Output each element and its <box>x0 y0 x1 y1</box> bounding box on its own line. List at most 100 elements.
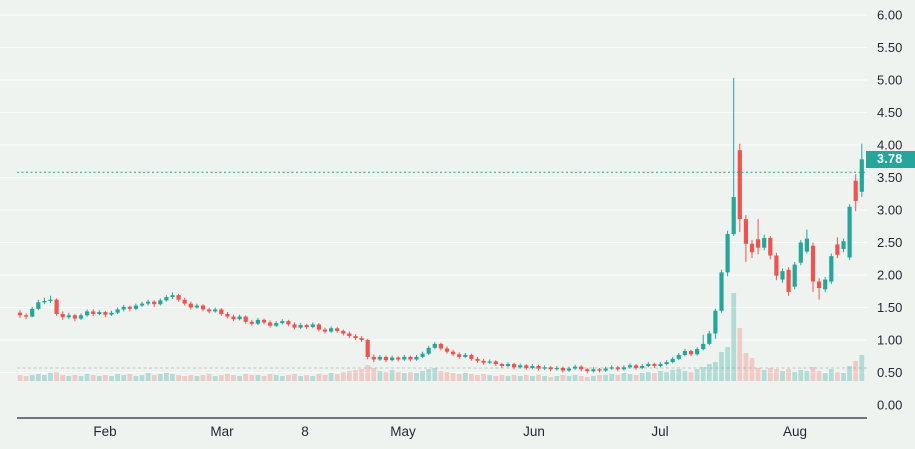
volume-bar <box>700 367 706 381</box>
candle-body <box>646 364 651 366</box>
volume-bar <box>206 374 212 381</box>
volume-bar <box>29 375 35 381</box>
volume-bar <box>60 375 66 381</box>
volume-bar <box>286 375 291 381</box>
volume-bar <box>420 371 425 381</box>
volume-bar <box>48 373 53 381</box>
candle-body <box>829 256 834 282</box>
grid-lines <box>0 14 867 373</box>
volume-bar <box>560 375 566 381</box>
volume-bar <box>554 376 560 381</box>
time-tick-label: Feb <box>93 424 116 439</box>
candle-body <box>36 302 41 309</box>
candle-body <box>823 279 828 290</box>
volume-bar <box>84 374 90 381</box>
volume-bar <box>231 375 236 381</box>
candle-body <box>542 367 547 369</box>
volume-bar <box>621 373 627 381</box>
candle-body <box>42 301 47 303</box>
candle-body <box>585 369 590 372</box>
candle-body <box>438 343 443 349</box>
candle-body <box>353 336 358 339</box>
candle-body <box>475 358 480 361</box>
volume-bar <box>340 372 346 381</box>
volume-bar <box>170 374 175 381</box>
candle-body <box>786 269 791 292</box>
volume-bar <box>584 377 590 381</box>
time-tick-label: Jul <box>651 424 668 439</box>
volume-bar <box>566 376 572 381</box>
volume-bar <box>737 328 743 381</box>
volume-bar <box>719 352 724 381</box>
volume-bar <box>652 373 657 381</box>
candle-body <box>164 297 169 301</box>
price-tick-label: 3.50 <box>877 170 902 185</box>
volume-bar <box>249 375 255 381</box>
candle-body <box>200 305 206 310</box>
volume-bar <box>42 375 47 381</box>
candle-body <box>664 362 669 365</box>
current-price-badge: 3.78 <box>866 151 915 168</box>
volume-bar <box>475 375 480 381</box>
candle-body <box>365 340 370 357</box>
candle-body <box>304 325 309 327</box>
volume-bar <box>35 374 41 381</box>
volume-bar <box>523 375 529 381</box>
candle-body <box>573 366 578 369</box>
candle-body <box>371 356 376 360</box>
candle-body <box>359 338 364 340</box>
volume-bar <box>444 372 450 381</box>
volume-bar <box>786 369 791 381</box>
volume-bar <box>706 364 712 381</box>
candle-body <box>408 356 413 360</box>
volume-bar <box>676 369 682 381</box>
candle-body <box>853 180 858 201</box>
candle-body <box>603 368 608 371</box>
volume-bar <box>304 375 310 381</box>
candle-body <box>139 303 145 306</box>
price-tick-label: 2.00 <box>877 268 902 283</box>
volume-bar <box>279 376 285 381</box>
volume-bar <box>713 362 718 381</box>
volume-bar <box>462 373 468 381</box>
time-tick-label: Aug <box>783 424 807 439</box>
candle-body <box>463 354 468 357</box>
volume-bar <box>591 376 596 381</box>
candle-body <box>310 324 315 327</box>
candle-body <box>505 364 511 366</box>
volume-bar <box>200 375 206 381</box>
candle-body <box>292 324 297 328</box>
candle-body <box>286 321 291 325</box>
candle-body <box>207 309 212 312</box>
volume-bar <box>261 376 267 381</box>
candle-body <box>804 238 809 252</box>
volume-bar <box>145 373 151 381</box>
candle-body <box>634 365 639 368</box>
volume-bar <box>798 370 804 381</box>
candle-body <box>432 343 437 348</box>
candle-body <box>30 308 35 317</box>
candle-body <box>518 365 523 368</box>
volume-bar <box>859 355 865 381</box>
volume-bar <box>804 371 810 381</box>
volume-bar <box>530 376 535 381</box>
candle-body <box>701 343 706 350</box>
candle-body <box>249 321 254 324</box>
volume-bar <box>499 375 505 381</box>
volume-bar <box>810 367 816 381</box>
candle-body <box>530 366 535 368</box>
volume-bar <box>164 373 169 381</box>
candle-body <box>835 244 840 255</box>
price-axis-labels: 6.00 5.50 5.00 4.50 4.00 3.50 3.00 2.50 2.00 1.50… <box>877 8 902 413</box>
candle-body <box>66 315 71 318</box>
candle-body <box>390 357 395 361</box>
candle-body <box>341 330 346 334</box>
volume-bars <box>17 293 865 381</box>
volume-bar <box>103 375 108 381</box>
candle-body <box>774 255 779 276</box>
candle-body <box>591 369 596 372</box>
volume-bar <box>761 370 767 381</box>
candle-body <box>426 347 431 354</box>
